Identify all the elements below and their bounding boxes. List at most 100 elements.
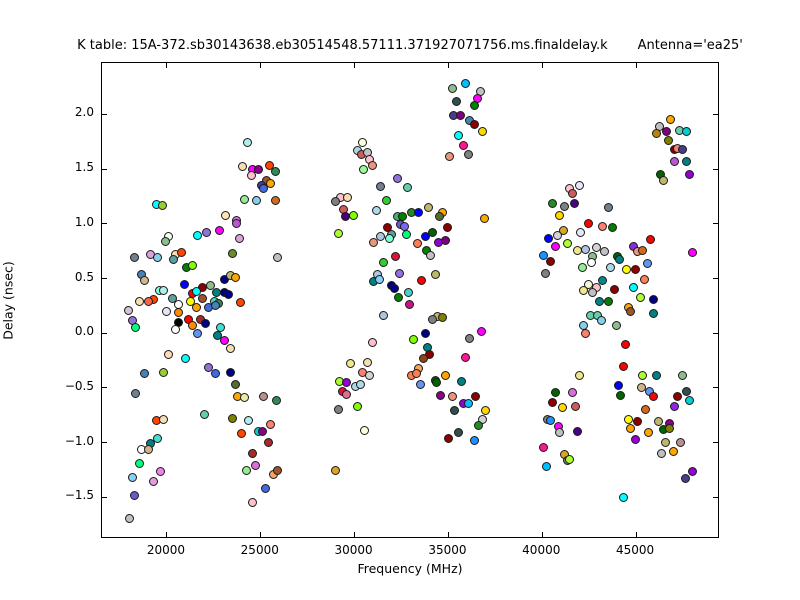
scatter-point [264, 438, 274, 448]
y-tick-mark-right [713, 496, 718, 498]
scatter-point [334, 229, 344, 239]
scatter-point [540, 268, 550, 278]
scatter-point [237, 429, 247, 439]
scatter-point [567, 387, 577, 397]
scatter-point [206, 280, 216, 290]
scatter-point [554, 428, 564, 438]
scatter-point [169, 255, 179, 265]
scatter-point [427, 314, 437, 324]
scatter-point [192, 287, 202, 297]
scatter-point [567, 188, 577, 198]
scatter-point [578, 286, 588, 296]
y-tick-mark-right [713, 278, 718, 280]
y-tick-mark [102, 168, 107, 170]
scatter-point [440, 235, 450, 245]
x-tick-mark [635, 532, 637, 537]
scatter-point [376, 182, 385, 192]
x-tick-label: 45000 [616, 543, 655, 557]
scatter-point [572, 427, 582, 437]
y-tick-mark [102, 442, 107, 444]
scatter-point [681, 156, 691, 166]
scatter-point [640, 405, 650, 415]
scatter-point [470, 392, 480, 402]
scatter-point [469, 436, 479, 446]
scatter-point [193, 328, 203, 338]
scatter-point [559, 201, 569, 211]
scatter-point [424, 202, 434, 212]
scatter-point [266, 178, 276, 188]
scatter-point [651, 128, 661, 138]
scatter-point [476, 326, 486, 336]
scatter-point [164, 349, 174, 359]
scatter-point [200, 409, 210, 419]
scatter-point [224, 290, 234, 300]
x-tick-mark-top [447, 63, 449, 68]
scatter-point [574, 371, 584, 381]
scatter-point [443, 222, 452, 232]
scatter-point [658, 175, 668, 185]
scatter-point [687, 466, 697, 476]
scatter-point [176, 247, 186, 257]
scatter-point [447, 392, 457, 402]
scatter-point [538, 251, 548, 261]
scatter-point [368, 161, 378, 171]
scatter-point [676, 438, 686, 448]
scatter-point [129, 490, 139, 500]
scatter-point [273, 465, 283, 475]
scatter-point [186, 297, 196, 307]
scatter-point [552, 231, 562, 241]
scatter-point [599, 246, 609, 256]
scatter-point [382, 196, 391, 206]
scatter-point [331, 197, 341, 207]
scatter-point [129, 253, 139, 263]
scatter-point [259, 184, 269, 194]
scatter-point [682, 127, 692, 137]
scatter-point [587, 288, 597, 298]
scatter-point [254, 164, 264, 174]
scatter-point [637, 371, 647, 381]
scatter-point [226, 368, 236, 378]
scatter-point [174, 307, 184, 317]
scatter-point [452, 96, 461, 106]
scatter-point [463, 398, 473, 408]
scatter-point [409, 335, 419, 345]
y-tick-mark-right [713, 113, 718, 115]
scatter-point [135, 297, 145, 307]
scatter-point [385, 233, 394, 243]
scatter-point [266, 419, 276, 429]
scatter-point [236, 298, 246, 308]
scatter-point [170, 325, 180, 335]
scatter-point [369, 237, 379, 247]
y-tick-label: −1.5 [64, 488, 94, 503]
scatter-point [455, 111, 465, 121]
scatter-point [557, 403, 567, 413]
scatter-point [360, 426, 370, 436]
x-tick-mark [354, 532, 356, 537]
scatter-point [156, 466, 166, 476]
scatter-point [594, 297, 604, 307]
scatter-point [615, 391, 625, 401]
plot-title: K table: 15A-372.sb30143638.eb30514548.5… [77, 38, 743, 53]
scatter-point [405, 300, 415, 310]
scatter-point [458, 140, 468, 150]
scatter-point [663, 136, 673, 146]
scatter-point [637, 245, 647, 255]
scatter-point [375, 275, 385, 285]
y-tick-mark [102, 496, 107, 498]
scatter-point [687, 247, 697, 257]
scatter-point [221, 210, 231, 220]
scatter-point [201, 318, 211, 328]
scatter-point [416, 276, 426, 286]
scatter-point [372, 206, 382, 216]
scatter-point [412, 239, 422, 249]
scatter-point [625, 306, 635, 316]
scatter-point [248, 498, 258, 508]
scatter-point [558, 225, 568, 235]
scatter-point [543, 233, 553, 243]
scatter-point [651, 371, 661, 381]
scatter-point [346, 359, 356, 369]
y-tick-label: −1.0 [64, 433, 94, 448]
y-tick-mark-right [713, 332, 718, 334]
x-tick-label: 20000 [146, 543, 186, 557]
